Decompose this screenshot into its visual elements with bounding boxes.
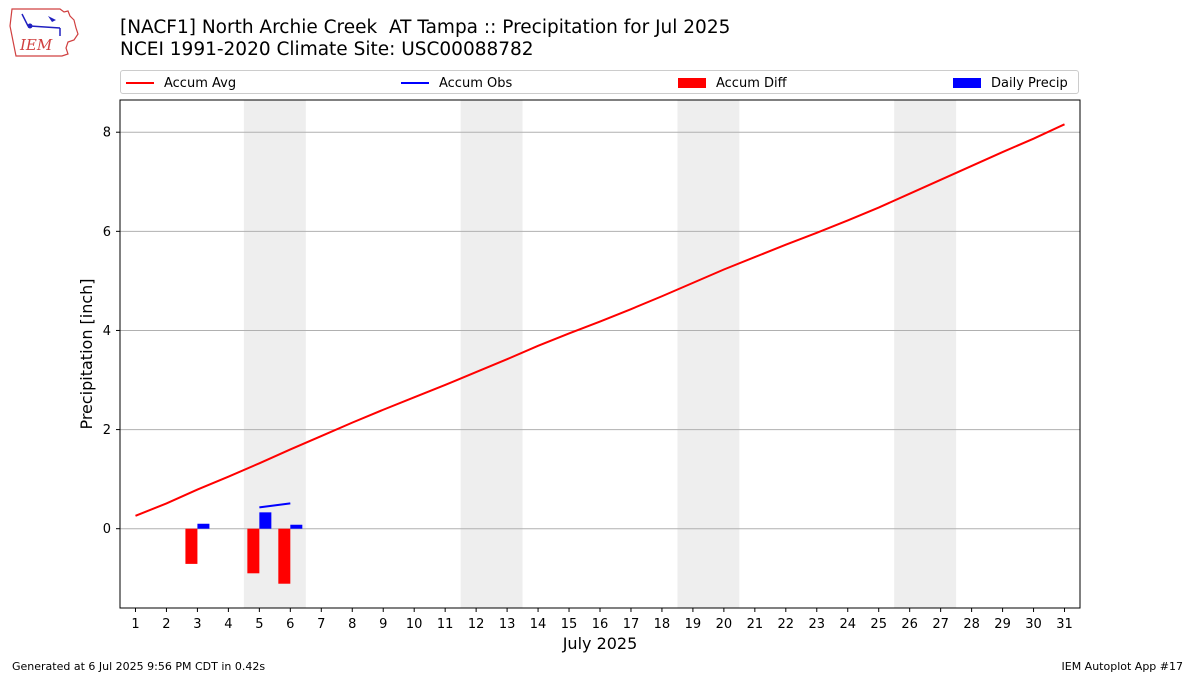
x-tick-label: 16	[592, 617, 609, 632]
legend-label: Accum Obs	[439, 75, 513, 91]
x-tick-label: 10	[406, 617, 423, 632]
legend-label: Accum Diff	[716, 75, 787, 91]
x-tick-label: 9	[379, 617, 387, 632]
legend-item-accum-avg: Accum Avg	[126, 74, 236, 92]
x-tick-label: 6	[286, 617, 294, 632]
chart-title: [NACF1] North Archie Creek AT Tampa :: P…	[120, 17, 731, 60]
x-axis-label: July 2025	[562, 634, 638, 653]
x-tick-label: 23	[809, 617, 826, 632]
legend-item-accum-diff: Accum Diff	[678, 74, 787, 92]
y-tick-label: 0	[103, 522, 111, 537]
accum-avg-line	[135, 123, 1065, 517]
x-tick-label: 15	[561, 617, 578, 632]
x-tick-label: 17	[623, 617, 640, 632]
x-tick-label: 19	[685, 617, 702, 632]
x-tick-label: 24	[839, 617, 856, 632]
daily-precip-bar	[197, 523, 210, 529]
x-tick-label: 27	[932, 617, 949, 632]
footer-generated: Generated at 6 Jul 2025 9:56 PM CDT in 0…	[12, 660, 266, 673]
legend-label: Accum Avg	[164, 75, 237, 91]
x-tick-label: 7	[317, 617, 325, 632]
y-tick-label: 6	[103, 225, 111, 240]
footer-app-id: IEM Autoplot App #17	[1061, 660, 1184, 673]
weekend-band	[243, 100, 306, 608]
accum-obs-line	[259, 502, 291, 509]
weekend-band	[460, 100, 523, 608]
weekend-band	[894, 100, 957, 608]
x-tick-label: 8	[348, 617, 356, 632]
accum-diff-bar	[278, 528, 291, 584]
iem-logo: IEM	[9, 8, 79, 57]
x-tick-label: 1	[131, 617, 139, 632]
accum-diff-bar	[185, 528, 198, 564]
x-tick-label: 4	[224, 617, 232, 632]
x-tick-label: 18	[654, 617, 671, 632]
x-tick-label: 28	[963, 617, 980, 632]
x-tick-label: 31	[1056, 617, 1073, 632]
legend-swatch	[126, 82, 154, 84]
y-axis-label: Precipitation [inch]	[77, 278, 96, 429]
legend-swatch	[678, 78, 706, 88]
legend: Accum Avg Accum Obs Accum Diff Daily Pre…	[120, 70, 1079, 94]
x-tick-label: 29	[994, 617, 1011, 632]
x-tick-label: 25	[870, 617, 887, 632]
y-tick-label: 4	[103, 324, 111, 339]
x-tick-label: 12	[468, 617, 485, 632]
legend-label: Daily Precip	[991, 75, 1068, 91]
daily-precip-bar	[290, 524, 303, 529]
plot-frame	[119, 99, 1081, 609]
legend-swatch	[401, 82, 429, 84]
legend-swatch	[953, 78, 981, 88]
x-tick-label: 26	[901, 617, 918, 632]
x-tick-label: 2	[162, 617, 170, 632]
accum-diff-bar	[247, 528, 260, 574]
x-tick-label: 11	[437, 617, 454, 632]
legend-item-daily-precip: Daily Precip	[953, 74, 1068, 92]
logo-text: IEM	[19, 36, 53, 54]
legend-item-accum-obs: Accum Obs	[401, 74, 512, 92]
x-tick-label: 21	[747, 617, 764, 632]
y-tick-label: 2	[103, 423, 111, 438]
x-tick-label: 13	[499, 617, 516, 632]
x-tick-label: 14	[530, 617, 547, 632]
weekend-band	[677, 100, 740, 608]
x-tick-label: 5	[255, 617, 263, 632]
x-tick-label: 22	[778, 617, 795, 632]
x-tick-label: 3	[193, 617, 201, 632]
x-tick-label: 30	[1025, 617, 1042, 632]
daily-precip-bar	[259, 512, 272, 529]
y-tick-label: 8	[103, 126, 111, 141]
x-tick-label: 20	[716, 617, 733, 632]
